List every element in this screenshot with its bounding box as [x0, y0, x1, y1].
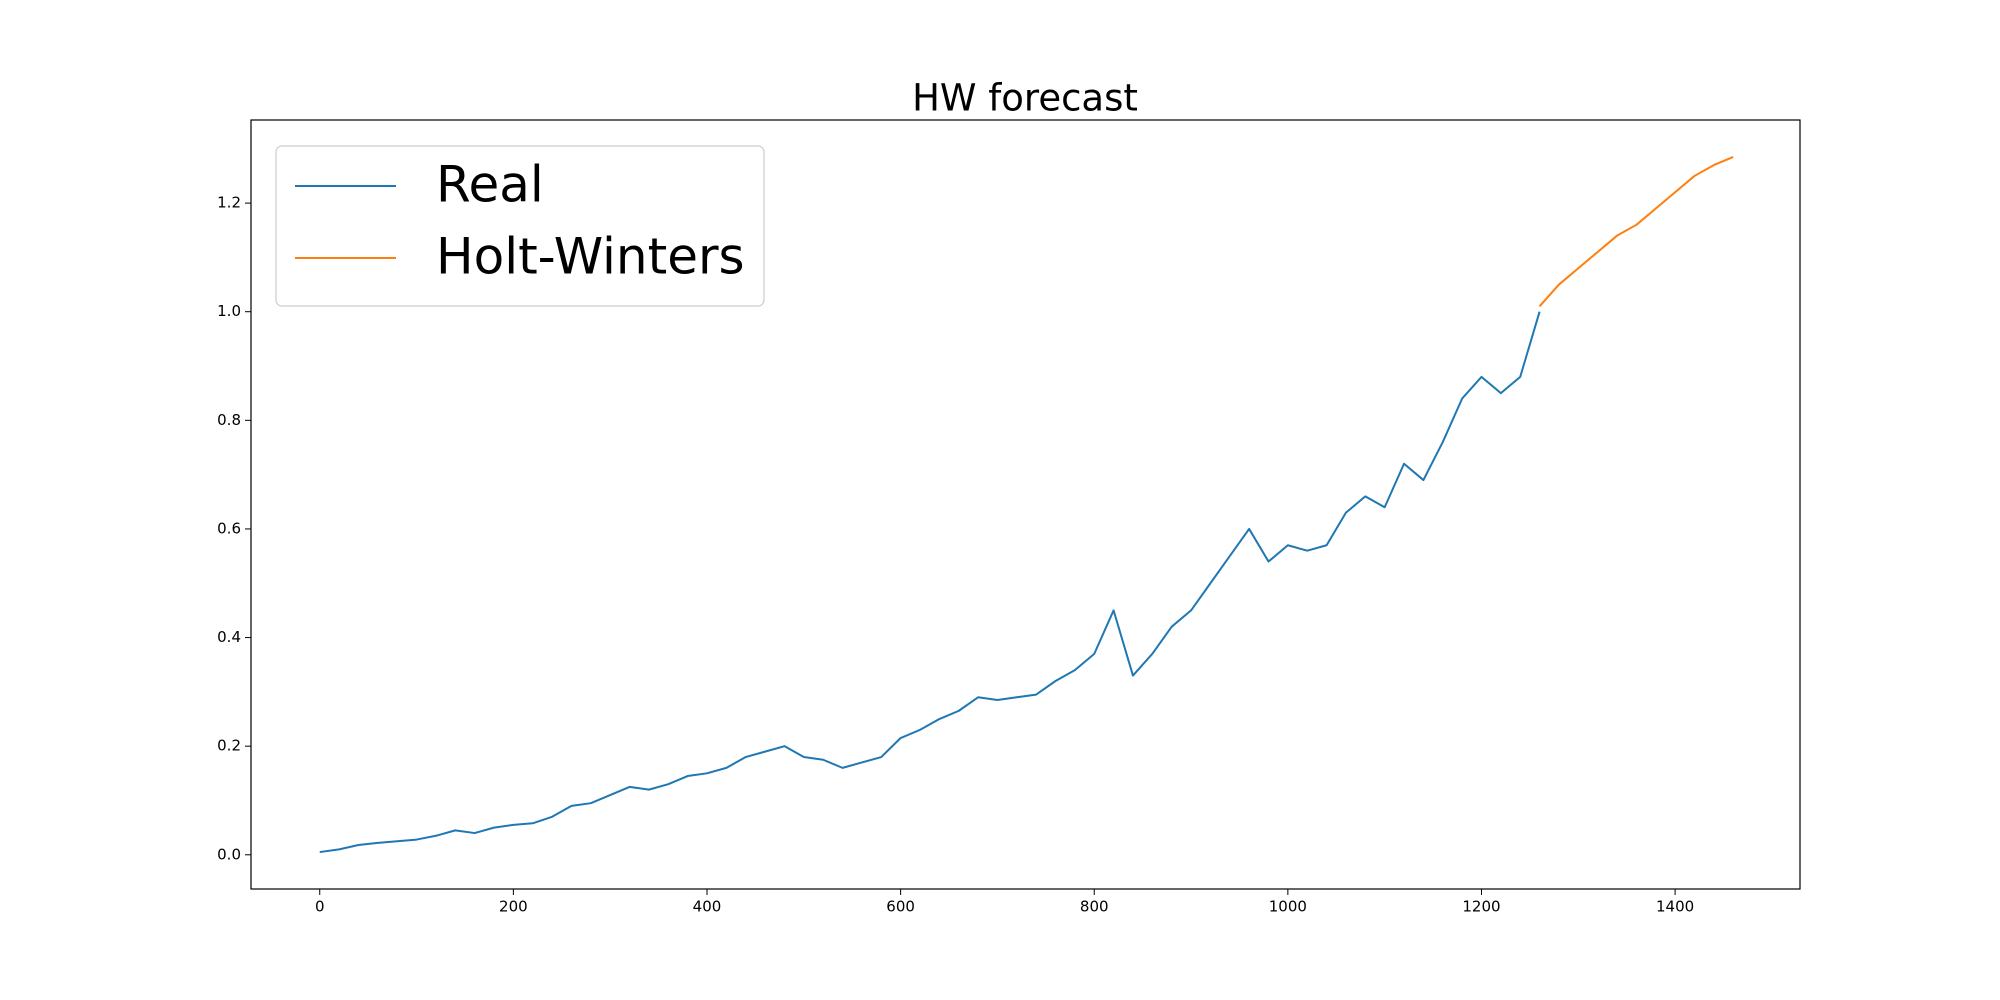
- x-tick-label: 1200: [1462, 898, 1500, 916]
- legend-label: Real: [436, 156, 544, 214]
- y-tick-label: 0.4: [217, 628, 241, 646]
- x-tick-label: 400: [693, 898, 722, 916]
- y-tick-label: 0.0: [217, 845, 241, 863]
- legend-box: [275, 145, 765, 307]
- chart-title: HW forecast: [912, 77, 1138, 120]
- x-tick-label: 600: [886, 898, 915, 916]
- x-tick-label: 1400: [1656, 898, 1694, 916]
- x-tick-label: 800: [1080, 898, 1109, 916]
- y-tick-label: 0.2: [217, 737, 241, 755]
- y-tick-label: 0.8: [217, 411, 241, 429]
- y-tick-label: 0.6: [217, 519, 241, 537]
- legend: Real Holt-Winters: [275, 145, 765, 307]
- y-tick-label: 1.2: [217, 194, 241, 212]
- y-tick-label: 1.0: [217, 302, 241, 320]
- x-tick-label: 200: [499, 898, 528, 916]
- x-tick-label: 0: [315, 898, 325, 916]
- series-line: [1538, 156, 1734, 307]
- axes-frame: [250, 119, 1801, 890]
- x-tick-label: 1000: [1269, 898, 1307, 916]
- plot-area: [319, 156, 1734, 854]
- series-line: [319, 311, 1541, 854]
- legend-label: Holt-Winters: [436, 228, 745, 286]
